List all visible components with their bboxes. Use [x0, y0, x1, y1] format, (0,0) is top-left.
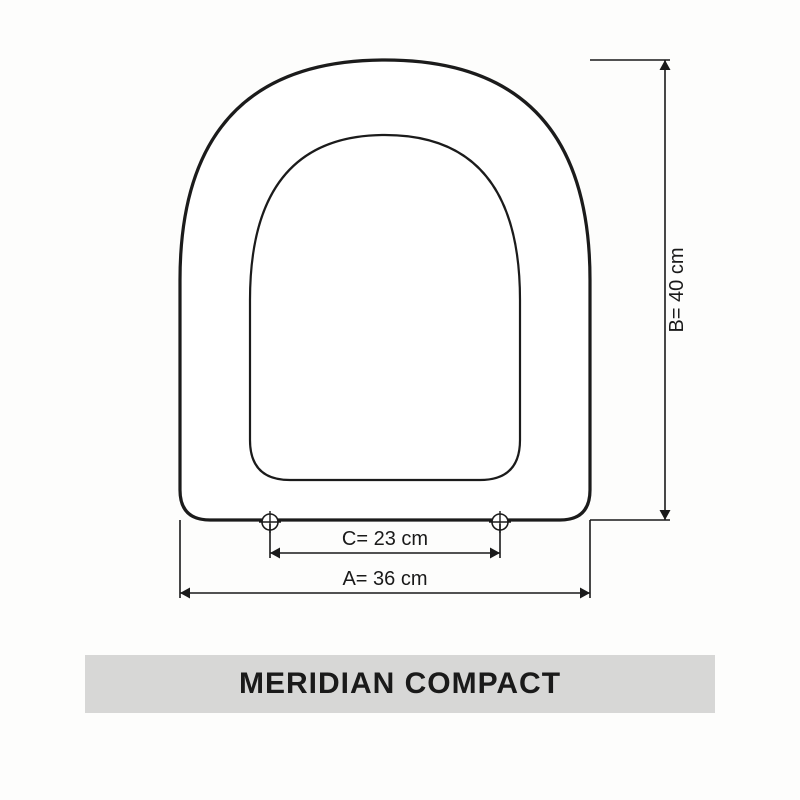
product-title-bar: MERIDIAN COMPACT [85, 655, 715, 713]
seat-outer-outline [180, 60, 590, 520]
diagram-stage: C= 23 cm A= 36 cm B= 40 cm MERIDIAN COMPAC… [0, 0, 800, 800]
dimension-c-label: C= 23 cm [342, 528, 428, 550]
dimension-b-label: B= 40 cm [666, 247, 688, 332]
product-title: MERIDIAN COMPACT [239, 667, 561, 700]
dimension-a-label: A= 36 cm [342, 568, 427, 590]
